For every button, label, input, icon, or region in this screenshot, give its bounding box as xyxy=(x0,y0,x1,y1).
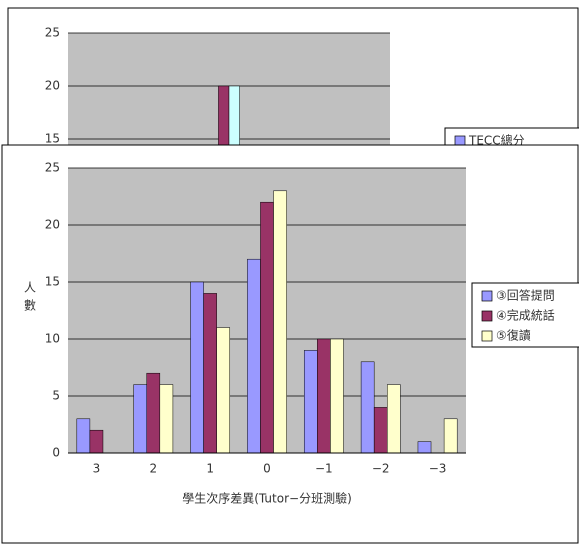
bar xyxy=(228,85,240,145)
bar xyxy=(260,201,274,454)
y-axis-title: 數 xyxy=(24,299,36,313)
legend-label: ⑤復讀 xyxy=(496,328,531,343)
bar xyxy=(133,384,147,454)
legend-swatch xyxy=(454,135,466,145)
legend-label: TECC總分 xyxy=(468,133,525,148)
y-tick-label: 20 xyxy=(45,79,60,93)
y-tick-label: 15 xyxy=(45,275,60,289)
y-axis-title: 人 xyxy=(24,281,36,295)
bar xyxy=(203,293,217,454)
y-tick-label: 10 xyxy=(45,332,60,346)
bar xyxy=(216,327,231,454)
y-tick-label: 20 xyxy=(45,218,60,232)
bar xyxy=(146,372,161,454)
bar xyxy=(330,338,344,454)
y-tick-label: 0 xyxy=(52,446,60,460)
bar xyxy=(317,338,331,454)
bar xyxy=(373,407,388,454)
x-tick-label: −1 xyxy=(315,462,333,476)
legend-box xyxy=(444,127,579,145)
x-tick-label: 0 xyxy=(263,462,271,476)
bar xyxy=(387,384,401,454)
bar xyxy=(190,281,204,454)
bar xyxy=(218,85,230,145)
x-axis-title: 學生次序差異(Tutor−分班測驗) xyxy=(182,491,352,506)
bar xyxy=(247,258,261,454)
y-tick-label: 25 xyxy=(45,26,60,40)
legend-swatch xyxy=(481,310,493,322)
y-tick-label: 25 xyxy=(45,161,60,175)
y-tick-label: 15 xyxy=(45,132,60,146)
legend-label: ③回答提問 xyxy=(496,288,555,303)
bar xyxy=(89,429,104,454)
x-tick-label: −3 xyxy=(429,462,447,476)
x-tick-label: −2 xyxy=(372,462,390,476)
bar xyxy=(303,350,318,454)
legend-label: ④完成統話 xyxy=(496,308,555,323)
bar xyxy=(76,418,91,454)
bar xyxy=(159,384,174,454)
bar xyxy=(443,418,458,454)
bar xyxy=(360,361,375,454)
bar xyxy=(273,190,287,454)
bar xyxy=(417,441,432,454)
x-tick-label: 3 xyxy=(93,462,101,476)
x-tick-label: 2 xyxy=(149,462,157,476)
top-chart: 15 20 25 TECC總分 xyxy=(45,26,579,148)
legend-swatch xyxy=(481,290,493,302)
x-tick-label: 1 xyxy=(206,462,214,476)
y-tick-label: 5 xyxy=(52,389,60,403)
legend-swatch xyxy=(481,330,493,342)
